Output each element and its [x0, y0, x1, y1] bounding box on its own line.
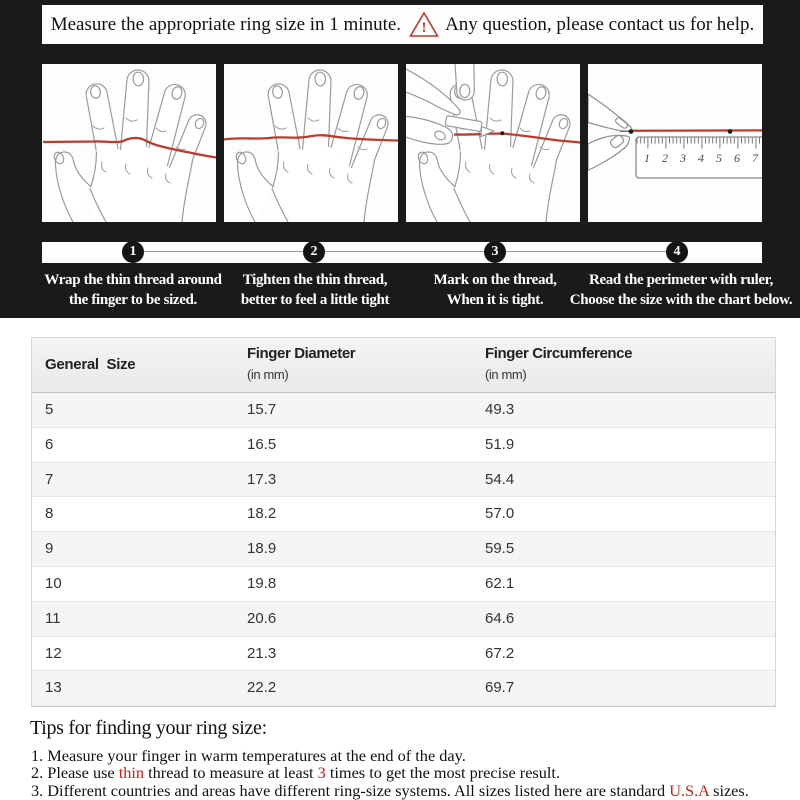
svg-text:4: 4	[698, 151, 704, 165]
svg-text:6: 6	[734, 151, 740, 165]
svg-text:7: 7	[752, 151, 759, 165]
svg-text:!: !	[422, 20, 427, 36]
svg-text:3: 3	[679, 151, 686, 165]
svg-text:2: 2	[662, 151, 668, 165]
svg-text:1: 1	[644, 151, 650, 165]
svg-text:5: 5	[716, 151, 722, 165]
